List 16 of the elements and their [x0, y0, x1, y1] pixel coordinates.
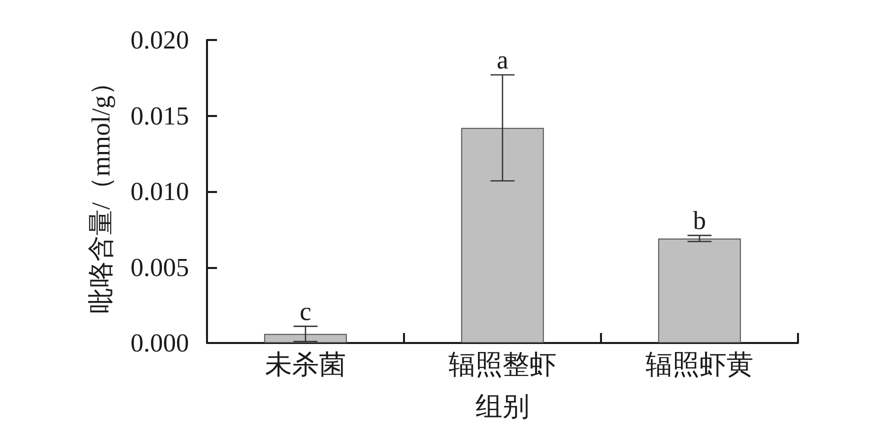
annotation: c: [300, 296, 312, 326]
bar: [658, 238, 741, 343]
y-axis-title: 吡咯含量/（mmol/g）: [86, 69, 116, 314]
x-tick-label: 辐照虾黄: [646, 350, 754, 380]
x-tick-label: 辐照整虾: [448, 350, 556, 380]
annotation: a: [496, 45, 509, 74]
x-tick-label: 未杀菌: [265, 350, 346, 380]
annotation: b: [693, 206, 706, 235]
y-tick-label: 0.010: [130, 177, 189, 206]
y-tick-label: 0.015: [130, 101, 189, 130]
y-tick-label: 0.020: [130, 26, 189, 54]
y-tick-label: 0.005: [130, 252, 189, 282]
x-axis-title: 组别: [476, 392, 530, 422]
bar: [264, 334, 347, 343]
bar: [461, 128, 544, 343]
y-tick-label: 0.000: [130, 328, 189, 358]
